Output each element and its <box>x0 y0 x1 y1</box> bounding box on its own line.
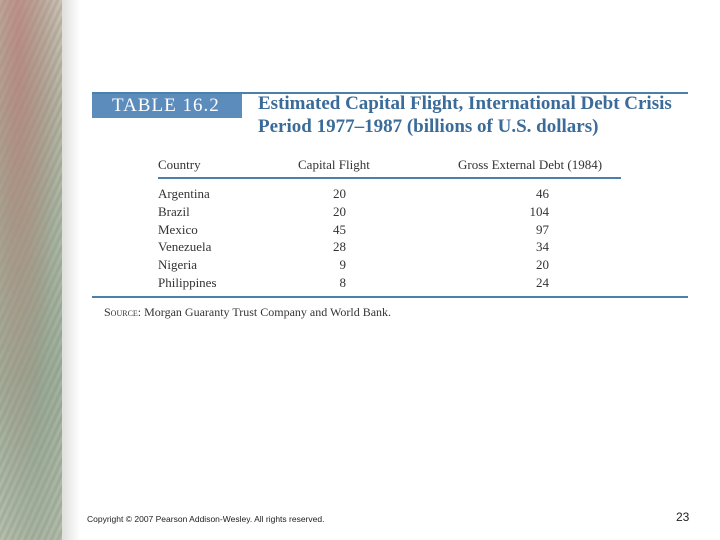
table-bottom-rule <box>92 296 688 298</box>
cell-country: Philippines <box>158 274 217 290</box>
decorative-banknote-image <box>0 0 80 540</box>
table-row: Brazil 20 104 <box>158 203 621 221</box>
source-text: Morgan Guaranty Trust Company and World … <box>144 305 392 319</box>
table-label-box <box>92 94 242 118</box>
cell-external-debt: 34 <box>536 239 549 255</box>
cell-capital-flight: 20 <box>333 203 346 219</box>
table-label: TABLE 16.2 <box>112 95 220 116</box>
cell-external-debt: 104 <box>529 203 550 219</box>
cell-country: Argentina <box>158 186 210 201</box>
table-row: Venezuela 28 34 <box>158 238 621 256</box>
cell-capital-flight: 8 <box>339 274 347 290</box>
cell-country: Venezuela <box>158 239 212 255</box>
table-row: Philippines 8 24 <box>158 274 621 292</box>
cell-country: Mexico <box>158 221 198 237</box>
cell-capital-flight: 28 <box>333 239 346 255</box>
capital-flight-table: Country Capital Flight Gross External De… <box>158 155 621 292</box>
table-row: Argentina 20 46 <box>158 178 621 203</box>
table-title: Estimated Capital Flight, International … <box>258 92 688 138</box>
table-title-line-2: Period 1977–1987 (billions of U.S. dolla… <box>258 116 599 137</box>
column-header-external-debt: Gross External Debt (1984) <box>458 155 621 179</box>
cell-external-debt: 24 <box>536 274 549 290</box>
cell-external-debt: 97 <box>536 221 549 237</box>
cell-country: Nigeria <box>158 257 197 273</box>
table-header-row: Country Capital Flight Gross External De… <box>158 155 621 179</box>
cell-capital-flight: 45 <box>333 221 346 237</box>
table-row: Nigeria 9 20 <box>158 256 621 274</box>
table-top-rule <box>92 92 688 94</box>
column-header-capital-flight: Capital Flight <box>298 155 458 179</box>
page-number: 23 <box>676 510 690 524</box>
cell-external-debt: 20 <box>536 257 549 273</box>
copyright-notice: Copyright © 2007 Pearson Addison-Wesley.… <box>87 514 325 524</box>
cell-external-debt: 46 <box>536 186 549 201</box>
cell-capital-flight: 20 <box>333 186 346 201</box>
table-title-line-1: Estimated Capital Flight, International … <box>258 93 672 114</box>
source-label: Source: <box>104 305 142 319</box>
source-note: Source: Morgan Guaranty Trust Company an… <box>104 305 391 320</box>
table-row: Mexico 45 97 <box>158 221 621 239</box>
cell-country: Brazil <box>158 203 190 219</box>
cell-capital-flight: 9 <box>339 257 347 273</box>
column-header-country: Country <box>158 155 298 179</box>
